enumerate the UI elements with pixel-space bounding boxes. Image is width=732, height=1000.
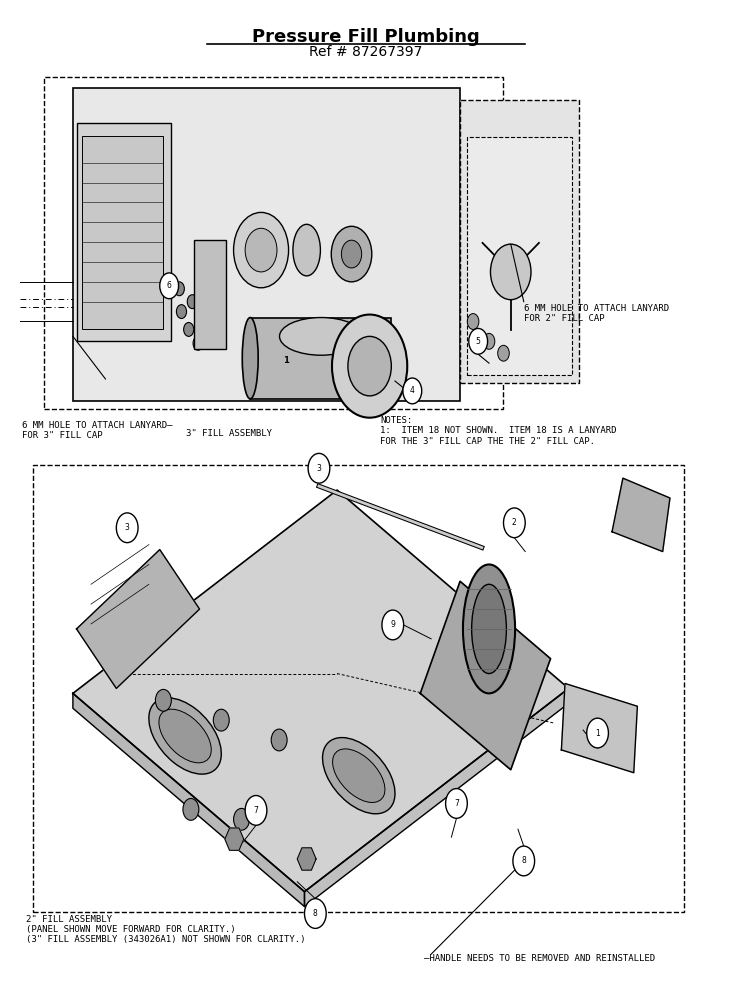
Text: 7: 7 <box>454 799 459 808</box>
Polygon shape <box>612 478 670 552</box>
Circle shape <box>174 282 184 296</box>
Circle shape <box>341 240 362 268</box>
Polygon shape <box>561 683 638 773</box>
Polygon shape <box>297 848 316 870</box>
Circle shape <box>403 378 422 404</box>
Text: 3: 3 <box>316 464 321 473</box>
Text: 6 MM HOLE TO ATTACH LANYARD
FOR 2" FILL CAP: 6 MM HOLE TO ATTACH LANYARD FOR 2" FILL … <box>524 304 669 323</box>
Circle shape <box>213 709 229 731</box>
Text: —HANDLE NEEDS TO BE REMOVED AND REINSTALLED: —HANDLE NEEDS TO BE REMOVED AND REINSTAL… <box>424 954 655 963</box>
Circle shape <box>382 610 403 640</box>
Text: 8: 8 <box>521 856 526 865</box>
Ellipse shape <box>323 738 395 814</box>
FancyBboxPatch shape <box>467 137 572 375</box>
Ellipse shape <box>471 584 507 674</box>
Circle shape <box>587 718 608 748</box>
Polygon shape <box>73 693 305 907</box>
Circle shape <box>116 513 138 543</box>
Ellipse shape <box>159 709 212 763</box>
Ellipse shape <box>280 318 363 355</box>
Text: 3: 3 <box>124 523 130 532</box>
Bar <box>250 318 392 399</box>
Circle shape <box>160 273 179 299</box>
Text: 2: 2 <box>512 518 517 527</box>
FancyBboxPatch shape <box>460 100 580 383</box>
Circle shape <box>193 336 203 350</box>
Circle shape <box>504 508 525 538</box>
Ellipse shape <box>463 564 515 693</box>
Polygon shape <box>73 490 569 892</box>
Circle shape <box>468 328 488 354</box>
Text: 5: 5 <box>476 337 481 346</box>
Text: 2" FILL ASSEMBLY
(PANEL SHOWN MOVE FORWARD FOR CLARITY.)
(3" FILL ASSEMBLY (3430: 2" FILL ASSEMBLY (PANEL SHOWN MOVE FORWA… <box>26 915 305 944</box>
Circle shape <box>348 336 392 396</box>
Circle shape <box>183 798 199 820</box>
Text: 4: 4 <box>410 386 415 395</box>
Circle shape <box>467 314 479 329</box>
Text: 6: 6 <box>167 281 171 290</box>
Circle shape <box>513 846 534 876</box>
Circle shape <box>271 729 287 751</box>
Text: Ref # 87267397: Ref # 87267397 <box>310 45 422 59</box>
Text: NOTES:
1:  ITEM 18 NOT SHOWN.  ITEM 18 IS A LANYARD
FOR THE 3" FILL CAP THE THE : NOTES: 1: ITEM 18 NOT SHOWN. ITEM 18 IS … <box>381 416 617 446</box>
Text: 1: 1 <box>595 729 600 738</box>
Ellipse shape <box>242 318 258 399</box>
Bar <box>77 123 171 341</box>
Circle shape <box>305 899 326 928</box>
Circle shape <box>332 315 407 418</box>
Circle shape <box>245 228 277 272</box>
Circle shape <box>332 226 372 282</box>
Bar <box>73 88 460 401</box>
Text: Pressure Fill Plumbing: Pressure Fill Plumbing <box>252 28 480 46</box>
Ellipse shape <box>332 749 385 802</box>
Circle shape <box>234 212 288 288</box>
Text: 7: 7 <box>253 806 258 815</box>
Ellipse shape <box>149 698 221 774</box>
Text: 8: 8 <box>313 909 318 918</box>
Circle shape <box>155 689 171 711</box>
Circle shape <box>446 789 467 818</box>
Circle shape <box>176 305 187 319</box>
Circle shape <box>187 295 198 309</box>
Circle shape <box>234 808 250 830</box>
Polygon shape <box>225 828 244 850</box>
Circle shape <box>483 333 495 349</box>
Bar <box>82 136 163 329</box>
Text: 6 MM HOLE TO ATTACH LANYARD—
FOR 3" FILL CAP: 6 MM HOLE TO ATTACH LANYARD— FOR 3" FILL… <box>22 421 173 440</box>
Circle shape <box>184 322 194 336</box>
Circle shape <box>245 796 267 825</box>
Circle shape <box>308 453 330 483</box>
Text: 1: 1 <box>283 356 289 365</box>
Polygon shape <box>305 688 569 907</box>
Text: 3" FILL ASSEMBLY: 3" FILL ASSEMBLY <box>185 429 272 438</box>
Polygon shape <box>77 550 200 688</box>
Ellipse shape <box>293 224 321 276</box>
Bar <box>194 240 226 349</box>
Circle shape <box>490 244 531 300</box>
Circle shape <box>498 345 509 361</box>
Text: 9: 9 <box>390 620 395 629</box>
Polygon shape <box>420 581 550 770</box>
